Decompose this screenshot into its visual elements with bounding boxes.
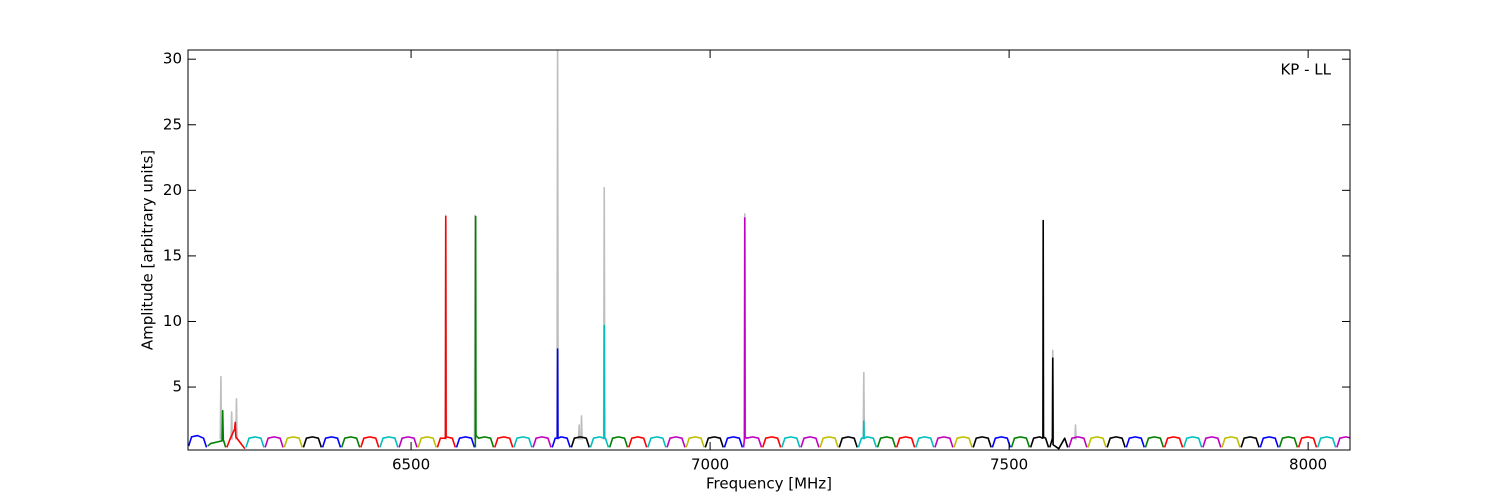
spectrum-line [1182, 436, 1203, 448]
x-tick-label: 8000 [1289, 456, 1327, 474]
spectrum-line [207, 409, 227, 448]
spectrum-line [704, 436, 725, 448]
spectrum-line [838, 436, 858, 448]
spectrum-line [761, 436, 782, 448]
spectrum-line [1106, 436, 1126, 448]
spectrum-line [455, 436, 476, 448]
spectrum-line [436, 215, 457, 448]
x-tick-label: 6500 [392, 456, 430, 474]
spectrum-line [532, 436, 552, 448]
y-tick-label: 25 [163, 115, 182, 133]
spectrum-line [474, 215, 495, 448]
spectrum-line [742, 217, 763, 448]
spectrum-line [1240, 436, 1260, 448]
spectrum-line [283, 436, 303, 448]
spectrum-line [1278, 436, 1299, 448]
spectrum-line [934, 436, 954, 448]
spectrum-line [230, 411, 234, 440]
spectrum-line [857, 420, 878, 448]
y-tick-label: 30 [163, 50, 182, 68]
spectrum-line [781, 436, 801, 448]
spectrum-line [513, 436, 533, 448]
spectrum-line [608, 436, 629, 448]
spectrum-line [1221, 436, 1241, 448]
y-tick-label: 5 [172, 378, 182, 396]
spectrum-line [1074, 424, 1077, 440]
spectrum-line [647, 436, 667, 448]
spectrum-line [219, 375, 223, 440]
spectrum-line [1049, 357, 1069, 450]
spectrum-line [991, 436, 1012, 448]
spectrum-line [1087, 436, 1107, 448]
annotation: KP - LL [1280, 61, 1331, 79]
spectrum-line [1297, 436, 1318, 448]
spectrum-line [915, 436, 935, 448]
y-tick-label: 10 [163, 312, 182, 330]
spectrum-line [188, 434, 208, 448]
spectrum-line [685, 436, 705, 448]
spectrum-line [1010, 436, 1031, 448]
spectrum-line [417, 436, 437, 448]
x-tick-label: 7000 [691, 456, 729, 474]
plot-frame [187, 49, 1351, 451]
spectrum-line [666, 436, 686, 448]
plot-lines [188, 50, 1350, 450]
spectrum-line [953, 436, 973, 448]
x-tick-label: 7500 [990, 456, 1028, 474]
spectrum-line [819, 436, 839, 448]
y-axis-label: Amplitude [arbitrary units] [139, 150, 157, 350]
spectrum-line [1163, 436, 1184, 448]
spectrum-line [1259, 436, 1279, 448]
spectrum-line [1316, 436, 1337, 448]
spectrum-line [264, 436, 284, 448]
y-tick-label: 15 [163, 246, 182, 264]
spectrum-line [551, 348, 571, 448]
spectrum-line [1029, 219, 1050, 448]
spectrum-line [577, 424, 581, 440]
spectrum-line [302, 436, 323, 448]
spectrum-line [570, 436, 591, 448]
spectrum-line [876, 436, 897, 448]
spectrum-line [589, 324, 610, 448]
spectrum-line [398, 436, 418, 448]
spectrum-line [340, 436, 361, 448]
y-tick-label: 20 [163, 181, 182, 199]
spectrum-line [245, 436, 265, 448]
spectrum-line [556, 50, 559, 440]
spectrum-line [1068, 436, 1088, 448]
spectrum-line [1336, 436, 1350, 448]
spectrum-line [895, 436, 916, 448]
spectrum-line [1202, 436, 1222, 448]
spectrum-line [379, 436, 399, 448]
x-axis-label: Frequency [MHz] [706, 475, 832, 493]
spectrum-line [972, 436, 992, 448]
spectrum-line [226, 421, 246, 450]
spectrum-line [627, 436, 648, 448]
spectrum-line [1125, 436, 1146, 448]
spectrum-line [723, 436, 744, 448]
spectrum-line [800, 436, 820, 448]
spectrum-line [360, 436, 380, 448]
spectrum-line [580, 415, 583, 440]
spectrum-line [321, 436, 342, 448]
spectrum-line [1144, 436, 1165, 448]
spectrum-line [494, 436, 514, 448]
spectrum-line [862, 371, 866, 440]
